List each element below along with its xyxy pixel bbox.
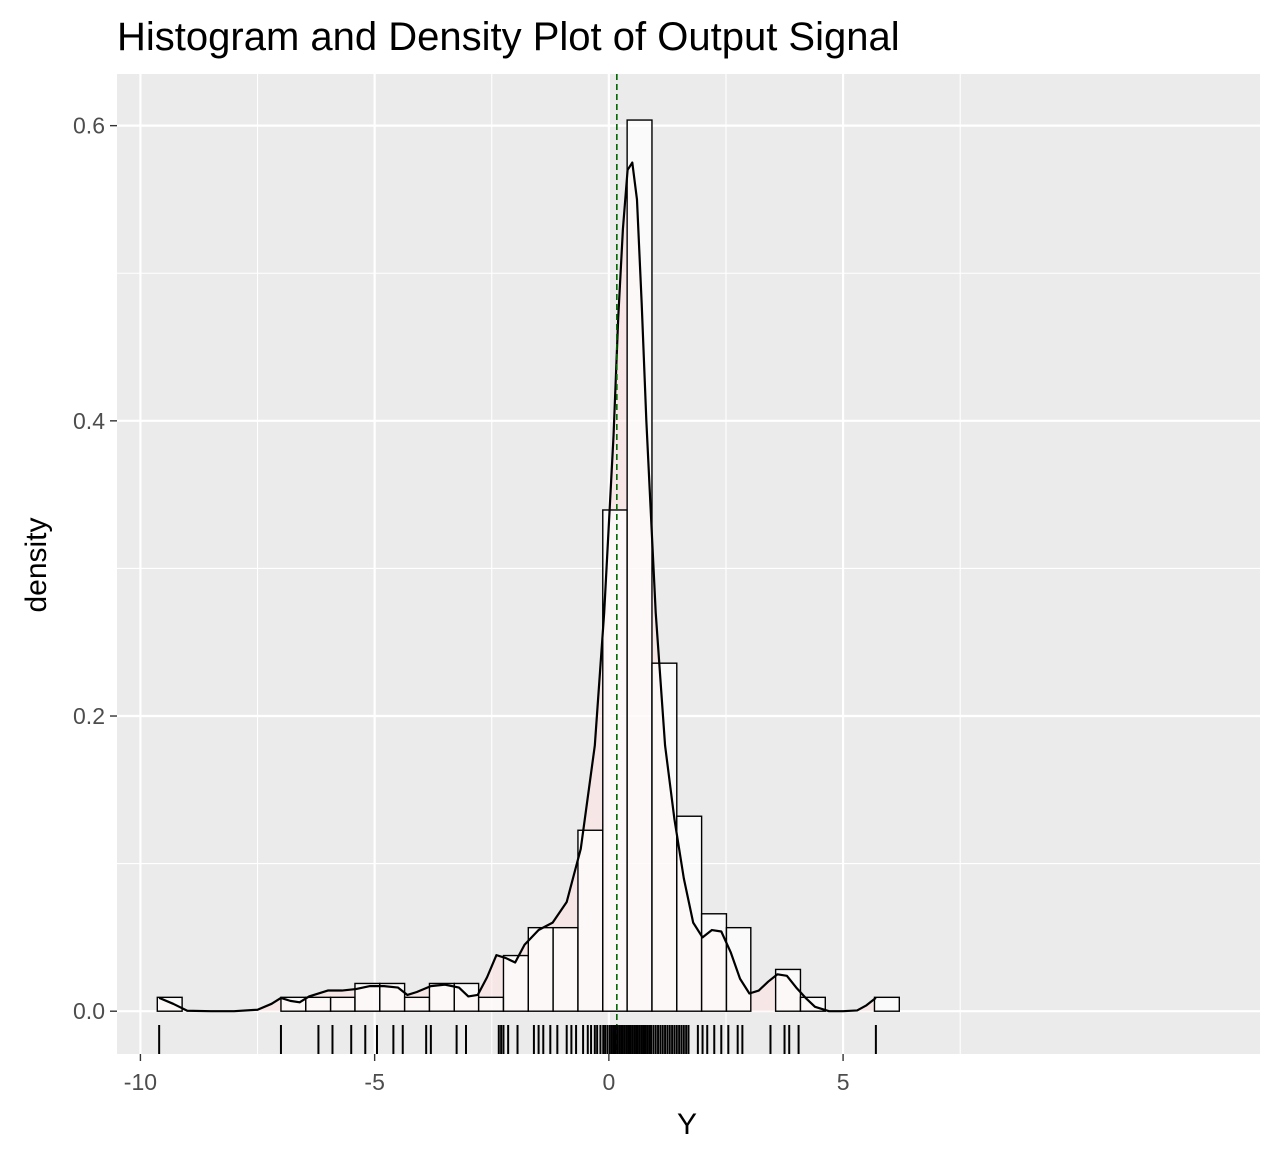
y-tick-label: 0.0 [73, 998, 105, 1024]
histogram-bar [577, 829, 604, 1012]
x-axis-title: Y [677, 1108, 697, 1141]
histogram-bar [676, 815, 703, 1012]
density-curve [158, 161, 877, 1013]
rug-marks [158, 1025, 877, 1054]
y-tick-label: 0.4 [73, 408, 105, 434]
density-curve-layer [158, 161, 877, 1013]
histogram-bar [305, 996, 332, 1012]
histogram-bars [156, 119, 900, 1012]
histogram-bar [725, 926, 752, 1012]
x-tick-label: 5 [837, 1069, 850, 1095]
histogram-bar [477, 996, 505, 1012]
histogram-bar [552, 926, 579, 1012]
histogram-bar [651, 662, 678, 1012]
axis-ticks: -10 -5 0 5 0.0 0.2 0.4 0.6 [73, 113, 849, 1095]
y-tick-label: 0.2 [73, 703, 105, 729]
x-tick-label: -5 [364, 1069, 384, 1095]
histogram-bar [403, 996, 431, 1012]
y-axis-title: density [20, 517, 53, 612]
x-tick-label: -10 [124, 1069, 157, 1095]
chart-title: Histogram and Density Plot of Output Sig… [117, 15, 900, 59]
histogram-bar [602, 509, 628, 1012]
histogram-bar [502, 954, 529, 1012]
histogram-bar [428, 982, 455, 1012]
x-tick-label: 0 [602, 1069, 615, 1095]
y-tick-label: 0.6 [73, 113, 105, 139]
histogram-bar [700, 913, 728, 1012]
histogram-bar [527, 926, 554, 1012]
histogram-bar [873, 996, 900, 1012]
histogram-bar [329, 996, 356, 1012]
